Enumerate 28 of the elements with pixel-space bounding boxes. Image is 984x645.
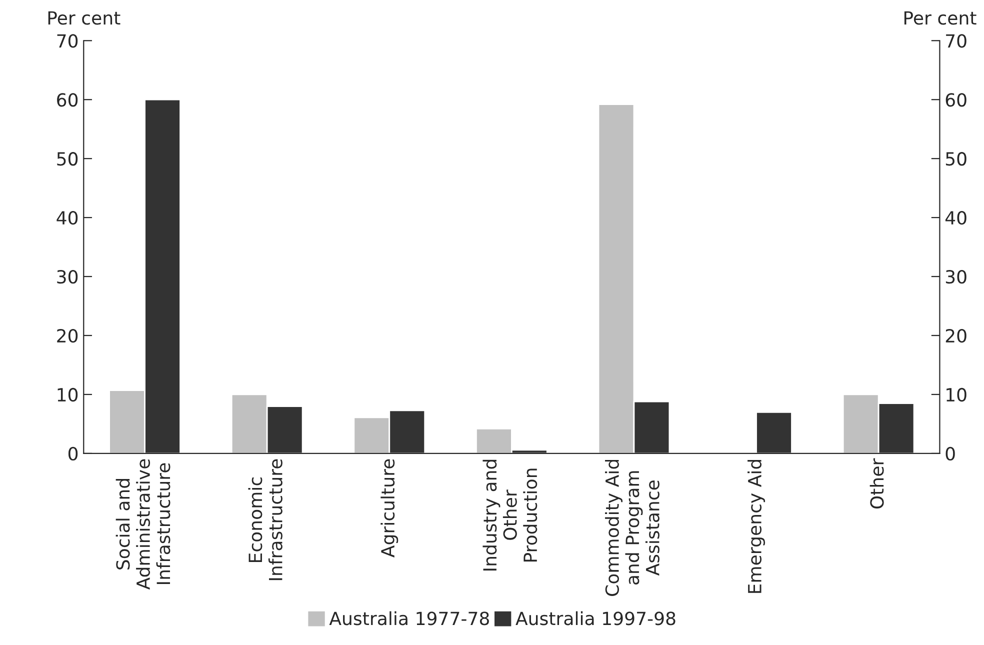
y2-tick-label: 30 (946, 270, 966, 284)
x-tick-label: Commodity Aid and Program Assistance (605, 460, 660, 596)
bar (756, 411, 792, 454)
y-tick-label: 30 (57, 270, 78, 284)
y-tick-label: 10 (58, 388, 78, 402)
legend-label: Australia 1997-98 (516, 611, 676, 626)
y-tick-label: 40 (56, 211, 78, 225)
x-tick-label: Agriculture (380, 459, 398, 558)
y-tick-label: 20 (57, 328, 78, 343)
y2-tick-label: 0 (946, 446, 955, 461)
y2-tick-label: 20 (946, 328, 966, 343)
y2-tick-label: 70 (946, 34, 966, 48)
y-tick-label: 50 (57, 152, 78, 166)
y-tick-label: 70 (57, 34, 78, 48)
x-tick-label: Economic Infrastructure (248, 459, 282, 580)
x-tick-label: Other (870, 458, 884, 509)
y2-tick-label: 10 (946, 388, 966, 402)
x-tick-label: Industry and Other Production (482, 460, 538, 570)
x-tick-label: Social and Administrative Infrastructure (116, 459, 170, 590)
legend-label: Australia 1977-78 (329, 611, 489, 626)
y2-tick-label: 60 (946, 93, 966, 107)
y-tick-label: 60 (57, 93, 78, 107)
y2-tick-label: 40 (945, 211, 966, 225)
y-tick-label: 0 (68, 446, 78, 461)
y2-axis-title: Per cent (904, 11, 976, 25)
y-axis-title: Per cent (48, 11, 120, 25)
y2-tick-label: 50 (946, 152, 966, 166)
x-tick-label: Emergency Aid (748, 460, 766, 593)
